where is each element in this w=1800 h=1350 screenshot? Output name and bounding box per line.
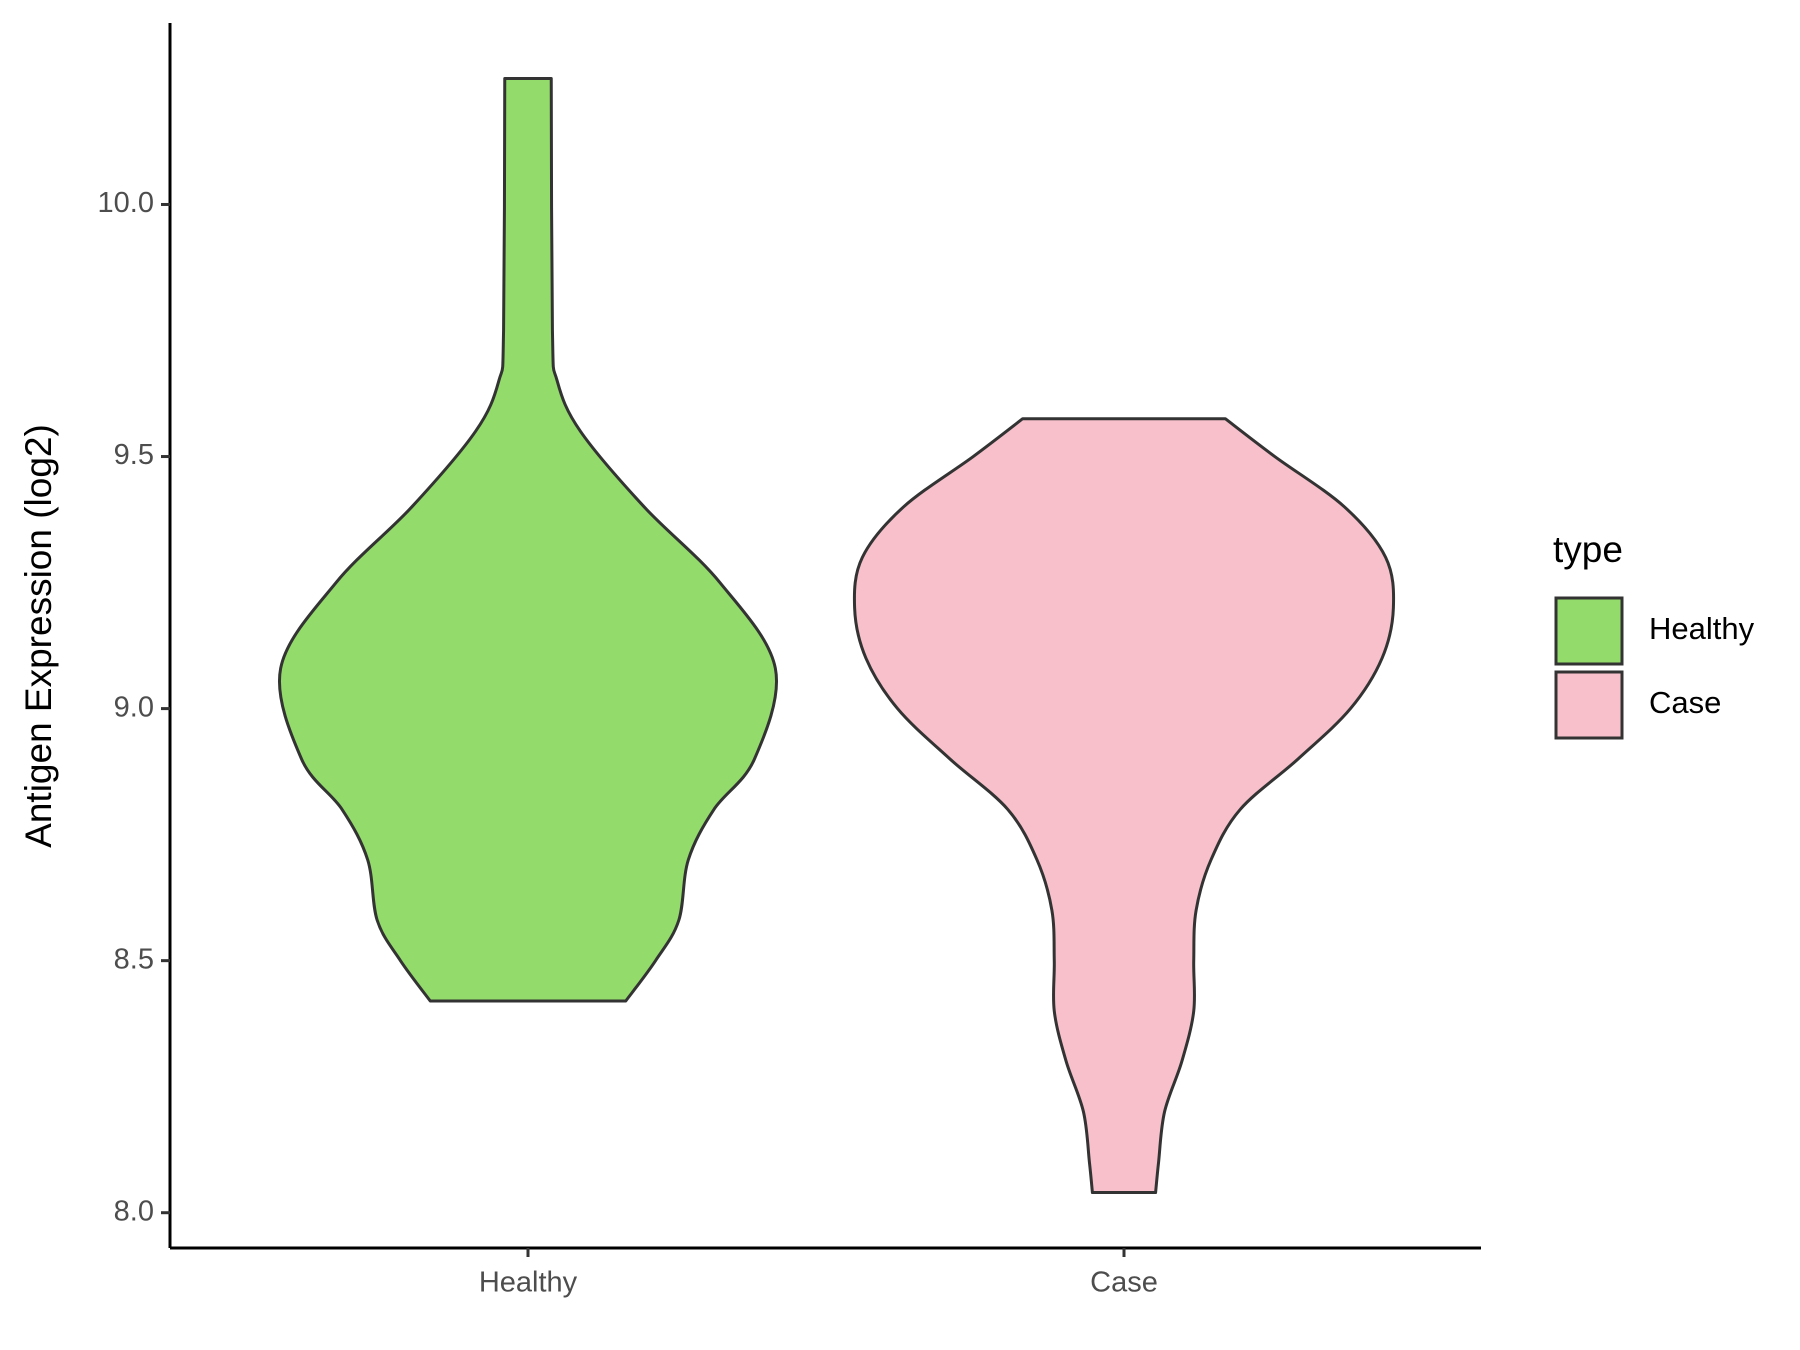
y-axis-title: Antigen Expression (log2)	[18, 424, 59, 848]
violin-half	[528, 76, 778, 1003]
legend-title: type	[1553, 529, 1623, 570]
y-tick-label: 9.0	[114, 691, 154, 723]
violin-half	[852, 417, 1124, 1195]
violin-half	[278, 76, 528, 1003]
legend-key	[1554, 670, 1624, 740]
x-tick-label: Healthy	[479, 1267, 578, 1299]
x-tick-label: Case	[1090, 1267, 1158, 1299]
y-tick-label: 9.5	[114, 439, 154, 471]
violin-half	[1124, 417, 1396, 1195]
legend-label: Healthy	[1649, 611, 1755, 646]
legend-key	[1554, 596, 1624, 666]
y-tick-label: 10.0	[98, 187, 154, 219]
y-tick-label: 8.0	[114, 1195, 154, 1227]
y-tick-label: 8.5	[114, 943, 154, 975]
legend-label: Case	[1649, 685, 1721, 720]
